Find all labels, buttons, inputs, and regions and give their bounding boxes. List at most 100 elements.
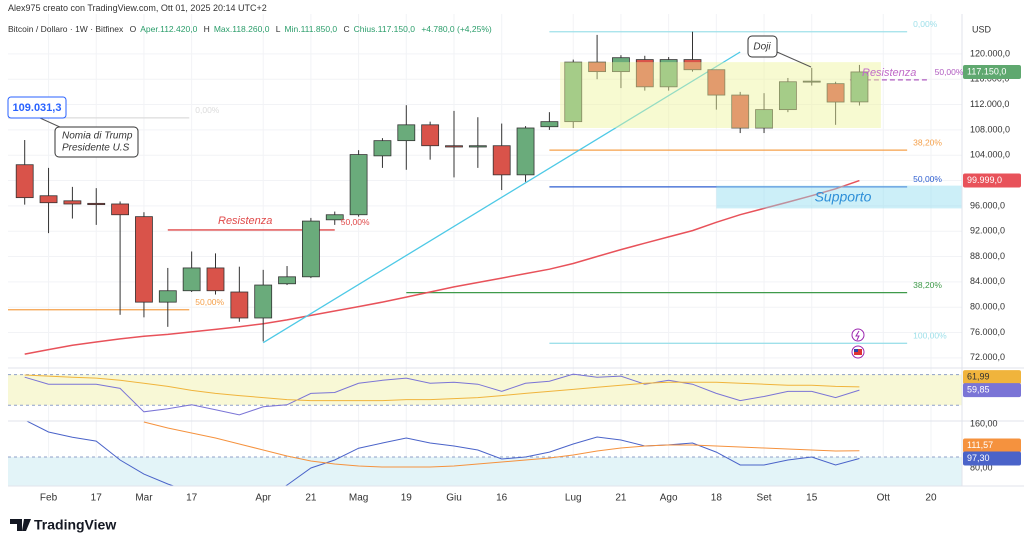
ohlc-value: Chius.117.150,0 — [353, 24, 415, 34]
y-tick-label: 88.000,0 — [970, 251, 1005, 261]
note-box — [747, 35, 778, 58]
price-callout — [7, 96, 67, 119]
y-tick-label: 104.000,0 — [970, 150, 1010, 160]
x-tick-label: Apr — [255, 493, 271, 504]
y-tick-label: 76.000,0 — [970, 327, 1005, 337]
candle-body — [755, 109, 773, 129]
event-icon — [855, 330, 860, 341]
candle-body — [87, 202, 106, 206]
moving-average — [24, 179, 860, 355]
note-box — [54, 126, 139, 158]
callout-line — [776, 51, 812, 68]
candle-body — [468, 145, 487, 148]
logo-mark — [10, 519, 31, 531]
candle-body — [206, 267, 225, 292]
support-label: Supporto — [815, 189, 872, 205]
y-tick-label: 96.000,0 — [970, 200, 1005, 210]
indicator-line — [24, 374, 860, 402]
x-tick-label: 16 — [496, 493, 508, 504]
value-badge — [963, 64, 1021, 79]
note-text: Doji — [753, 42, 771, 53]
candle-body — [516, 127, 535, 176]
value-badge — [963, 451, 1021, 466]
level-label: 50,00% — [195, 297, 224, 307]
candle-body — [540, 121, 559, 128]
value-badge — [963, 173, 1021, 188]
level-label: 50,00% — [913, 174, 942, 184]
trendline — [262, 51, 741, 344]
resistance-label: Resistenza — [862, 67, 916, 79]
y-tick-label: 80.000,0 — [970, 302, 1005, 312]
price-pane — [8, 14, 962, 368]
x-tick-label: Lug — [565, 493, 582, 504]
candle-body — [230, 291, 249, 319]
x-tick-label: 21 — [615, 493, 627, 504]
value-badge-label: 117.150,0 — [967, 66, 1006, 76]
candle-body — [588, 61, 606, 73]
candle-body — [158, 290, 177, 303]
x-tick-label: 18 — [711, 493, 723, 504]
candle-body — [349, 154, 368, 216]
y-tick-label: 108.000,0 — [970, 124, 1010, 134]
candle-body — [254, 284, 273, 319]
y-tick-label: 160,00 — [970, 418, 998, 428]
candle-body — [564, 61, 583, 123]
change: +4.780,0 (+4,25%) — [421, 24, 492, 34]
candle-body — [39, 195, 58, 204]
y-tick-label: 80,00 — [970, 462, 993, 472]
x-tick-label: Ago — [660, 493, 678, 504]
indicator-line — [143, 421, 860, 468]
x-tick-label: Ott — [877, 493, 891, 504]
cci-pane — [8, 421, 962, 486]
value-badge-label: 97,30 — [967, 453, 990, 463]
indicator-line — [24, 373, 860, 416]
candle-body — [707, 69, 726, 96]
candle-body — [683, 59, 702, 71]
candle-body — [111, 203, 129, 216]
candle-body — [15, 164, 34, 199]
x-tick-label: Giu — [446, 493, 462, 504]
candle-body — [421, 124, 440, 147]
x-tick-label: 21 — [305, 493, 317, 504]
candle-body — [850, 71, 869, 103]
value-badge-label: 61,99 — [967, 372, 990, 382]
candle-body — [635, 59, 654, 88]
ohlc-value: Aper.112.420,0 — [140, 24, 198, 34]
candle-body — [135, 216, 153, 303]
y-tick-label: 92.000,0 — [970, 226, 1005, 236]
legend: Bitcoin / Dollaro · 1W · Bitfinex O Aper.… — [8, 24, 496, 34]
resistance-label: Resistenza — [218, 215, 272, 227]
x-tick-label: 19 — [401, 493, 413, 504]
footer-logo: TradingView — [10, 517, 116, 533]
value-badge-label: 111,57 — [967, 440, 993, 450]
ohlc-value: Max.118.260,0 — [213, 24, 270, 34]
candle-body — [182, 267, 201, 292]
event-icon[interactable] — [851, 328, 865, 342]
candle-body — [445, 145, 463, 148]
candle-body — [63, 200, 82, 205]
candle-body — [278, 276, 296, 285]
axis-title: USD — [972, 24, 992, 34]
candle-body — [373, 140, 392, 157]
candle-body — [778, 81, 797, 111]
y-tick-label: 120.000,0 — [970, 48, 1010, 58]
x-tick-label: 17 — [186, 493, 198, 504]
candle-body — [802, 80, 821, 83]
value-badge-label: 99.999,0 — [967, 175, 1002, 185]
value-badge — [963, 383, 1021, 398]
candle-body — [659, 59, 678, 88]
ohlc-key: C — [343, 24, 350, 34]
band — [8, 457, 962, 486]
indicator-line — [25, 421, 860, 486]
x-tick-label: 17 — [91, 493, 103, 504]
note-text: Presidente U.S — [62, 143, 130, 154]
callout-line — [39, 117, 63, 129]
note-text: Nomia di Trump — [62, 131, 133, 142]
callout-text: 109.031,3 — [13, 102, 62, 114]
x-tick-label: 15 — [806, 493, 818, 504]
zone — [560, 62, 881, 128]
x-tick-label: Mar — [135, 493, 153, 504]
brand: TradingView — [34, 517, 116, 533]
